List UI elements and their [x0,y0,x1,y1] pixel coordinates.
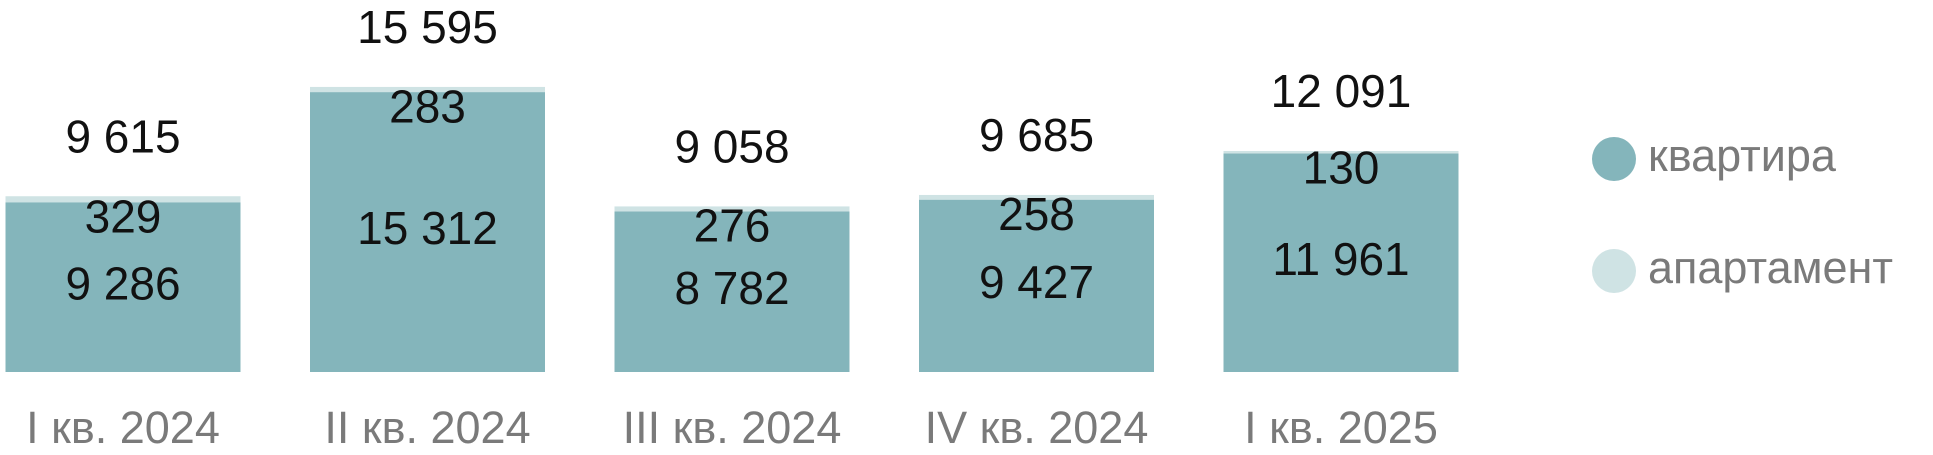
x-tick-label: IV кв. 2024 [925,402,1149,453]
total-label: 12 091 [1271,65,1412,117]
x-tick-label: II кв. 2024 [324,402,530,453]
value-label: 9 427 [979,256,1094,308]
bar-segment [5,202,241,372]
total-label: 9 058 [674,121,789,173]
bar-segment [310,86,545,93]
x-tick-label: I кв. 2024 [26,402,220,453]
bar-segment [614,206,850,212]
value-label: 9 286 [65,257,180,309]
legend-label: апартамент [1648,242,1893,293]
total-label: 15 595 [357,1,498,53]
x-tick-label: I кв. 2025 [1244,402,1438,453]
legend-swatch [1592,137,1636,181]
value-label: 276 [694,200,771,252]
bar-segment [919,199,1154,372]
legend-swatch [1592,249,1636,293]
bar-segment [1223,153,1459,372]
total-label: 9 685 [979,109,1094,161]
value-label: 11 961 [1272,233,1409,285]
total-label: 9 615 [65,110,180,162]
legend-label: квартира [1648,130,1837,181]
bar-segment [919,194,1154,200]
x-tick-label: III кв. 2024 [623,402,842,453]
bar-segment [614,211,850,372]
value-label: 130 [1303,142,1380,194]
value-label: 8 782 [674,262,789,314]
value-label: 15 312 [357,202,498,254]
value-label: 283 [389,80,466,132]
value-label: 329 [85,190,162,242]
bar-segment [1223,150,1459,154]
bar-segment [310,92,545,372]
value-label: 258 [998,188,1075,240]
bar-segment [5,196,241,203]
